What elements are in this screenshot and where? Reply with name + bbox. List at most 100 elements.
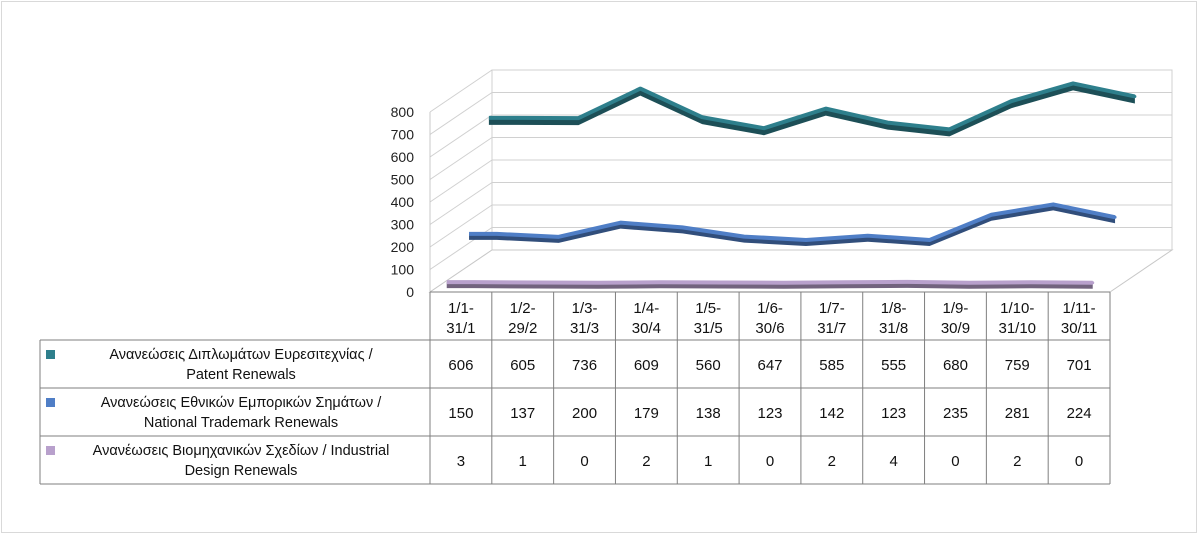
data-label: 138 xyxy=(696,405,721,422)
data-label: 606 xyxy=(448,357,473,374)
series-line-side xyxy=(469,204,1116,246)
data-point xyxy=(596,281,600,285)
legend-swatch xyxy=(46,398,55,407)
data-label: 137 xyxy=(510,405,535,422)
data-label: 2 xyxy=(642,453,650,470)
data-label: 585 xyxy=(819,357,844,374)
x-tick-label: 31/5 xyxy=(694,320,723,337)
y-tick-label: 400 xyxy=(391,194,415,210)
data-point xyxy=(658,280,662,284)
series-label: National Trademark Renewals xyxy=(144,415,338,431)
data-label: 4 xyxy=(889,453,897,470)
data-point xyxy=(905,280,909,284)
data-label: 680 xyxy=(943,357,968,374)
data-point xyxy=(782,281,786,285)
x-tick-label: 1/2- xyxy=(510,300,536,317)
data-point xyxy=(1009,99,1013,103)
data-point xyxy=(1113,215,1117,219)
series-label: Ανανέωσεις Βιομηχανικών Σχεδίων / Indust… xyxy=(93,443,390,459)
data-label: 123 xyxy=(757,405,782,422)
data-point xyxy=(843,280,847,284)
data-label: 235 xyxy=(943,405,968,422)
data-point xyxy=(577,116,581,120)
data-point xyxy=(1091,281,1095,285)
y-tick-label: 300 xyxy=(391,217,415,233)
x-tick-label: 1/6- xyxy=(757,300,783,317)
x-tick-label: 30/11 xyxy=(1061,320,1097,337)
data-label: 647 xyxy=(757,357,782,374)
data-label: 123 xyxy=(881,405,906,422)
legend-swatch xyxy=(46,446,55,455)
side-gridline xyxy=(429,92,493,135)
y-tick-label: 600 xyxy=(391,149,415,165)
series-label: Design Renewals xyxy=(185,463,298,479)
data-point xyxy=(1051,202,1055,206)
x-tick-label: 31/3 xyxy=(570,320,599,337)
data-point xyxy=(515,116,519,120)
series-line xyxy=(488,81,1136,132)
data-point xyxy=(1133,94,1137,98)
x-tick-label: 31/7 xyxy=(817,320,846,337)
side-gridline xyxy=(429,159,493,203)
y-tick-label: 100 xyxy=(391,262,415,278)
data-point xyxy=(1071,81,1075,85)
x-tick-label: 1/11- xyxy=(1063,300,1096,317)
data-point xyxy=(638,87,642,91)
data-label: 0 xyxy=(1075,453,1083,470)
side-gridline xyxy=(429,69,493,113)
x-tick-label: 30/9 xyxy=(941,320,970,337)
data-point xyxy=(1029,280,1033,284)
series-line xyxy=(469,202,1116,242)
data-label: 179 xyxy=(634,405,659,422)
data-point xyxy=(947,127,951,131)
data-label: 605 xyxy=(510,357,535,374)
data-point xyxy=(557,235,561,239)
y-tick-label: 700 xyxy=(391,127,415,143)
data-label: 200 xyxy=(572,405,597,422)
data-label: 2 xyxy=(828,453,836,470)
x-tick-label: 1/1- xyxy=(448,300,474,317)
data-label: 1 xyxy=(519,453,527,470)
series-line-side xyxy=(488,83,1135,137)
data-label: 0 xyxy=(580,453,588,470)
side-gridline xyxy=(429,137,493,180)
data-label: 555 xyxy=(881,357,906,374)
data-label: 701 xyxy=(1067,357,1092,374)
x-tick-label: 31/8 xyxy=(879,320,908,337)
x-tick-label: 31/10 xyxy=(998,320,1036,337)
data-point xyxy=(742,235,746,239)
data-label: 759 xyxy=(1005,357,1030,374)
side-gridline xyxy=(429,182,493,225)
data-point xyxy=(928,238,932,242)
y-tick-label: 800 xyxy=(391,104,415,120)
data-label: 0 xyxy=(766,453,774,470)
x-tick-label: 1/9- xyxy=(943,300,969,317)
data-point xyxy=(967,281,971,285)
x-tick-label: 30/6 xyxy=(755,320,784,337)
data-label: 142 xyxy=(819,405,844,422)
x-tick-label: 31/1 xyxy=(446,320,475,337)
data-label: 560 xyxy=(696,357,721,374)
side-gridline xyxy=(429,114,493,158)
data-point xyxy=(700,115,704,119)
data-label: 281 xyxy=(1005,405,1030,422)
series-label: Ανανεώσεις Εθνικών Εμπορικών Σημάτων / xyxy=(101,395,383,411)
data-point xyxy=(824,107,828,111)
data-label: 150 xyxy=(448,405,473,422)
data-label: 736 xyxy=(572,357,597,374)
x-tick-label: 30/4 xyxy=(632,320,661,337)
data-label: 1 xyxy=(704,453,712,470)
x-tick-label: 1/3- xyxy=(572,300,598,317)
x-tick-label: 29/2 xyxy=(508,320,537,337)
data-point xyxy=(473,280,477,284)
x-tick-label: 1/5- xyxy=(695,300,721,317)
y-tick-label: 500 xyxy=(391,172,415,188)
data-point xyxy=(866,234,870,238)
data-point xyxy=(534,281,538,285)
legend-swatch xyxy=(46,350,55,359)
data-label: 0 xyxy=(951,453,959,470)
series-label: Ανανεώσεις Διπλωμάτων Ευρεσιτεχνίας / xyxy=(109,347,373,363)
data-label: 3 xyxy=(457,453,465,470)
data-label: 2 xyxy=(1013,453,1021,470)
